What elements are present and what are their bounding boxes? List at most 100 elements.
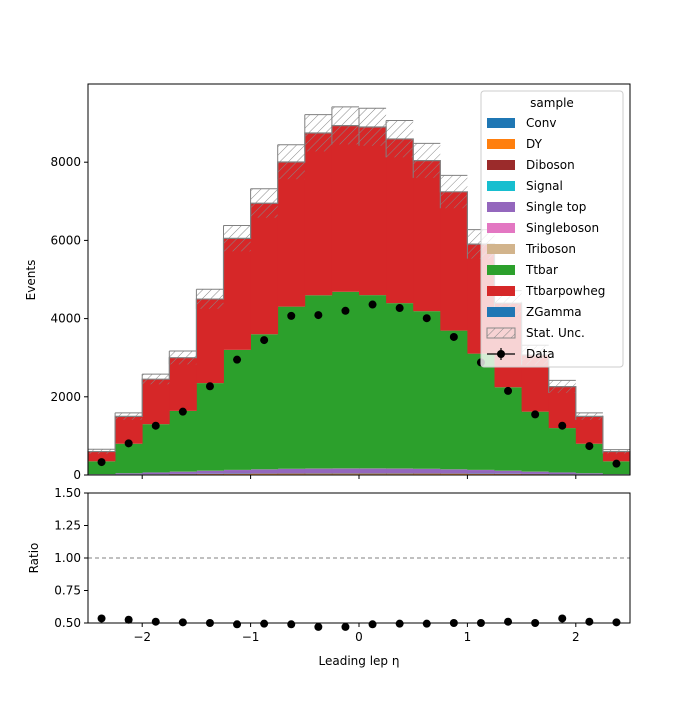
bar-segment — [440, 470, 468, 474]
y-tick-label: 6000 — [50, 233, 81, 247]
data-point — [260, 336, 268, 344]
data-point — [314, 311, 322, 319]
bar-segment — [196, 471, 224, 474]
data-point — [396, 304, 404, 312]
legend-label: Diboson — [526, 158, 575, 172]
bar-segment — [522, 472, 550, 474]
bar-segment — [169, 411, 197, 472]
ratio-point — [287, 620, 295, 628]
data-point — [585, 442, 593, 450]
y-tick-label: 0 — [73, 468, 81, 482]
ratio-point — [179, 618, 187, 626]
ratio-y-tick-label: 1.00 — [54, 551, 81, 565]
ratio-point — [396, 620, 404, 628]
legend-label: Signal — [526, 179, 563, 193]
x-tick-label: 1 — [464, 630, 472, 644]
legend-swatch — [487, 202, 515, 212]
bar-segment — [115, 444, 143, 474]
legend-label: Ttbarpowheg — [525, 284, 605, 298]
data-point — [423, 314, 431, 322]
legend-label: Ttbar — [525, 263, 558, 277]
bar-segment — [251, 470, 279, 474]
x-axis-label: Leading lep η — [319, 654, 400, 668]
data-point — [558, 422, 566, 430]
bar-segment — [332, 292, 360, 469]
bar-segment — [196, 299, 224, 383]
data-point — [206, 382, 214, 390]
bar-segment — [332, 469, 360, 473]
bar-segment — [386, 303, 414, 468]
bar-segment — [305, 469, 333, 473]
x-tick-label: 0 — [355, 630, 363, 644]
main-y-axis-label: Events — [24, 260, 38, 301]
legend-title: sample — [530, 96, 574, 110]
bar-segment — [549, 472, 577, 474]
legend-swatch — [487, 160, 515, 170]
x-tick-label: −1 — [242, 630, 260, 644]
ratio-y-axis-label: Ratio — [27, 543, 41, 574]
data-point — [531, 410, 539, 418]
bar-segment — [359, 469, 387, 473]
ratio-point — [504, 618, 512, 626]
data-point — [98, 458, 106, 466]
ratio-y-tick-label: 0.75 — [54, 584, 81, 598]
bar-segment — [467, 470, 495, 473]
legend-swatch — [487, 265, 515, 275]
legend-label: Triboson — [525, 242, 576, 256]
bar-segment — [305, 295, 333, 468]
bar-segment — [549, 428, 577, 472]
ratio-point — [341, 623, 349, 631]
bar-segment — [359, 127, 387, 295]
legend-swatch — [487, 244, 515, 254]
ratio-y-axis: 0.500.751.001.251.50 — [54, 486, 88, 630]
bar-segment — [224, 470, 252, 473]
bar-segment — [224, 238, 252, 349]
legend-swatch — [487, 223, 515, 233]
ratio-y-tick-label: 1.25 — [54, 519, 81, 533]
ratio-point — [558, 614, 566, 622]
legend-swatch — [487, 307, 515, 317]
legend-swatch-stat-unc — [487, 328, 515, 338]
legend-label: DY — [526, 137, 543, 151]
y-tick-label: 8000 — [50, 155, 81, 169]
bar-segment — [359, 295, 387, 468]
legend-swatch — [487, 139, 515, 149]
bar-segment — [251, 203, 279, 334]
data-point — [233, 356, 241, 364]
bar-segment — [142, 472, 170, 474]
ratio-point — [369, 620, 377, 628]
ratio-point — [612, 618, 620, 626]
ratio-y-tick-label: 1.50 — [54, 486, 81, 500]
y-tick-label: 2000 — [50, 390, 81, 404]
bar-segment — [495, 387, 523, 470]
data-point — [450, 333, 458, 341]
bar-segment — [115, 473, 143, 474]
ratio-point — [314, 623, 322, 631]
x-tick-label: −2 — [133, 630, 151, 644]
ratio-point — [233, 620, 241, 628]
legend-label: Conv — [526, 116, 556, 130]
bar-segment — [169, 472, 197, 474]
data-point — [179, 408, 187, 416]
data-point — [152, 422, 160, 430]
bar-segment — [278, 307, 306, 469]
bar-segment — [576, 473, 604, 474]
bar-segment — [413, 161, 441, 312]
ratio-point — [152, 618, 160, 626]
data-point — [341, 307, 349, 315]
bar-segment — [196, 383, 224, 471]
legend-swatch — [487, 181, 515, 191]
main-x-ticks — [142, 475, 576, 479]
bar-segment — [251, 334, 279, 469]
bar-segment — [576, 416, 604, 443]
legend-label: Data — [526, 347, 555, 361]
bar-segment — [467, 354, 495, 470]
bar-segment — [440, 331, 468, 470]
bar-segment — [278, 469, 306, 473]
